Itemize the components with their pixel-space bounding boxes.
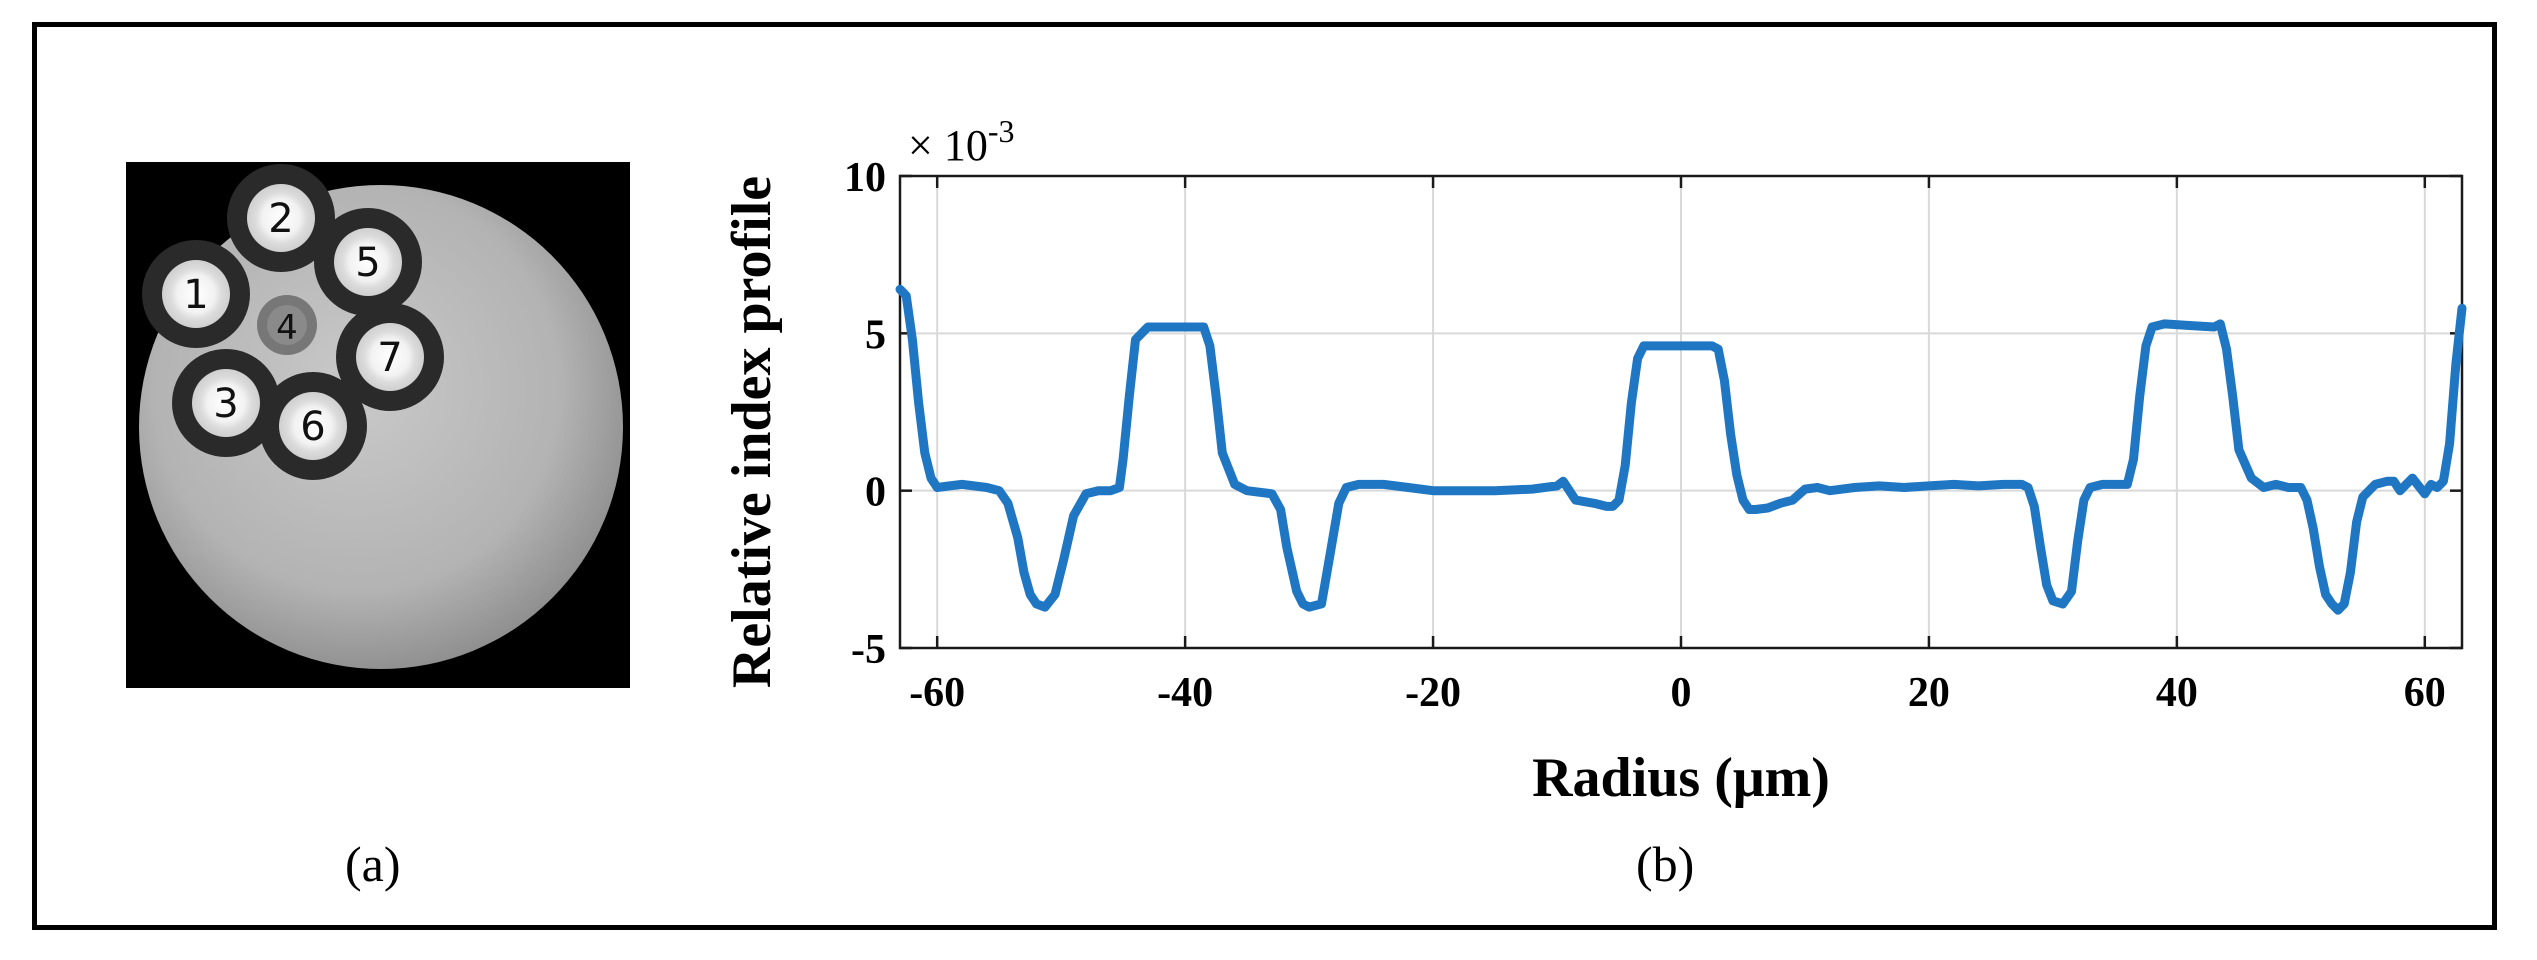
x-tick-label: -20 xyxy=(1405,670,1461,716)
grid xyxy=(900,175,2462,649)
panel-b-caption: (b) xyxy=(1636,836,1695,892)
fiber-cross-section-svg: 1 2 34 5 6 7 xyxy=(139,164,623,669)
x-tick-label: 0 xyxy=(1671,670,1692,716)
core xyxy=(267,305,307,345)
y-axis-multiplier: × 10-3 xyxy=(908,113,1014,170)
core-label: 7 xyxy=(377,335,402,381)
core xyxy=(334,228,402,296)
core-label: 2 xyxy=(268,196,293,242)
x-tick-label: -60 xyxy=(909,670,965,716)
series-line-index-profile xyxy=(895,284,2467,615)
core xyxy=(247,184,315,252)
cores-group: 1 2 34 5 6 7 xyxy=(142,164,444,480)
y-multiplier-base: × 10 xyxy=(908,121,988,170)
y-tick-label: 5 xyxy=(865,312,886,358)
x-tick-label: 20 xyxy=(1908,670,1950,716)
x-tick-label: -40 xyxy=(1157,670,1213,716)
x-axis-title: Radius (μm) xyxy=(1532,747,1830,809)
x-tick-label: 60 xyxy=(2404,670,2446,716)
core-label: 5 xyxy=(355,240,380,286)
y-axis-title: Relative index profile xyxy=(721,176,783,688)
core-label: 4 xyxy=(276,308,298,348)
core-label: 1 xyxy=(183,272,208,318)
cladding xyxy=(139,185,623,669)
core xyxy=(192,369,260,437)
x-tick-label: 40 xyxy=(2156,670,2198,716)
core-label: 6 xyxy=(300,404,325,450)
core-label: 3 xyxy=(213,381,238,427)
core xyxy=(356,323,424,391)
panel-a-caption: (a) xyxy=(345,836,401,892)
y-multiplier-exponent: -3 xyxy=(988,113,1015,149)
y-tick-label: 0 xyxy=(865,470,886,516)
y-tick-labels: -5 0 5 10 xyxy=(844,155,886,673)
core xyxy=(279,392,347,460)
y-tick-label: -5 xyxy=(851,627,886,673)
x-tick-labels: -60 -40 -20 0 20 40 60 xyxy=(909,670,2446,716)
y-tick-label: 10 xyxy=(844,155,886,201)
core xyxy=(162,260,230,328)
